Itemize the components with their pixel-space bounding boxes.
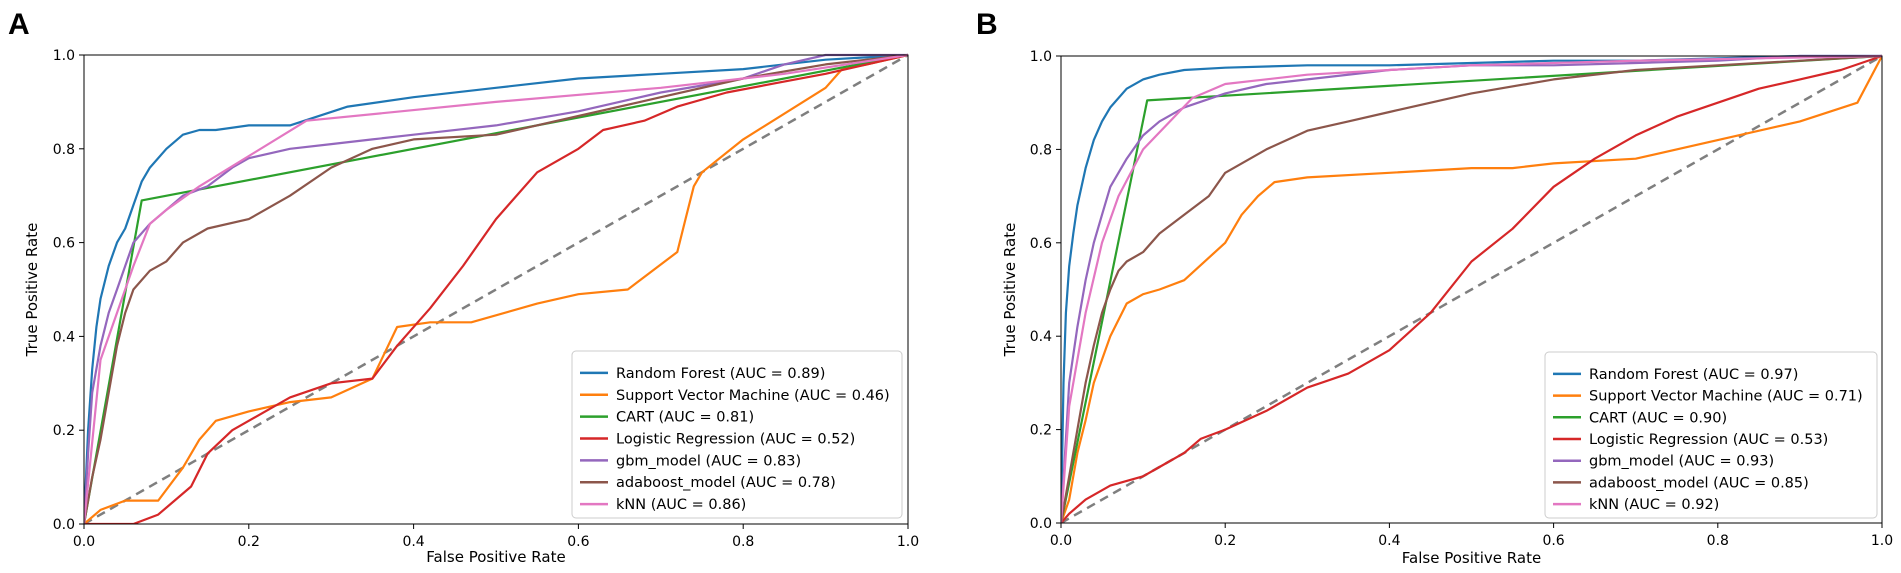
y-tick-label: 0.0 (1030, 516, 1052, 532)
y-tick-label: 0.4 (53, 329, 75, 345)
x-tick-label: 1.0 (897, 534, 919, 550)
axes-frame (1060, 55, 1883, 524)
roc-curve-5 (1061, 54, 1882, 523)
legend-entry: Logistic Regression (AUC = 0.53) (1589, 432, 1828, 448)
x-tick-label: 0.0 (73, 534, 95, 550)
legend-entry: Random Forest (AUC = 0.89) (616, 366, 825, 382)
legend-entry: Support Vector Machine (AUC = 0.46) (616, 388, 890, 404)
legend-entry: gbm_model (AUC = 0.93) (1589, 454, 1774, 470)
roc-curve-3 (84, 53, 908, 524)
roc-curve-4 (84, 53, 908, 524)
legend-box (1544, 351, 1878, 519)
panel-label: A (8, 8, 30, 41)
legend-entry: Logistic Regression (AUC = 0.52) (616, 432, 855, 448)
legend-entry: gbm_model (AUC = 0.83) (616, 453, 801, 469)
plot-area (84, 53, 908, 524)
x-tick-label: 0.2 (1214, 533, 1236, 549)
y-tick-label: 0.2 (1030, 423, 1052, 439)
legend-entry: adaboost_model (AUC = 0.78) (616, 475, 836, 491)
x-tick-label: 0.8 (1707, 533, 1729, 549)
y-axis-label: True Positive Rate (23, 223, 41, 358)
y-tick-label: 0.4 (1030, 329, 1052, 345)
plot-area (1061, 54, 1882, 523)
legend-entry: Random Forest (AUC = 0.97) (1589, 367, 1798, 383)
x-tick-label: 0.2 (238, 534, 260, 550)
roc-curve-2 (84, 53, 908, 524)
legend-entry: kNN (AUC = 0.86) (616, 497, 746, 513)
roc-curve-6 (1061, 54, 1882, 523)
y-tick-label: 0.6 (53, 236, 75, 252)
x-tick-label: 0.4 (1378, 533, 1400, 549)
roc-curve-2 (1061, 55, 1882, 523)
legend-entry: adaboost_model (AUC = 0.85) (1589, 475, 1809, 491)
chart-panel-b: B 0.0 0.2 0.4 0.6 0.8 1.0 0.0 0.2 0.4 0.6 0.8 1.0 Fal… (976, 8, 1893, 567)
roc-curve-5 (84, 53, 908, 524)
roc-curve-6 (84, 53, 908, 524)
roc-curve-1 (84, 53, 908, 524)
y-tick-label: 1.0 (53, 48, 75, 64)
x-axis-label: False Positive Rate (426, 548, 565, 566)
legend-entry: Support Vector Machine (AUC = 0.71) (1589, 389, 1863, 405)
legend-entry: CART (AUC = 0.90) (1589, 410, 1727, 426)
x-tick-label: 0.4 (402, 534, 424, 550)
x-tick-label: 0.6 (567, 534, 589, 550)
roc-curve-4 (1061, 54, 1882, 523)
x-tick-label: 0.6 (1542, 533, 1564, 549)
chart-panel-a: A 0.0 0.2 0.4 0.6 0.8 1.0 0.0 0.2 0.4 0.6 0.8 1.0 Fal… (8, 8, 919, 566)
legend: Random Forest (AUC = 0.97) Support Vector… (1544, 351, 1878, 519)
panel-label: B (976, 8, 998, 41)
axes-frame (83, 54, 909, 525)
y-tick-label: 0.6 (1030, 236, 1052, 252)
roc-curve-7 (84, 53, 908, 524)
y-tick-label: 0.2 (53, 423, 75, 439)
y-tick-label: 0.8 (53, 142, 75, 158)
x-tick-label: 0.0 (1050, 533, 1072, 549)
roc-curve-7 (1061, 54, 1882, 523)
y-tick-label: 0.0 (53, 517, 75, 533)
x-tick-label: 0.8 (732, 534, 754, 550)
legend-box (571, 350, 903, 519)
legend: Random Forest (AUC = 0.89) Support Vector… (571, 350, 903, 519)
x-tick-label: 1.0 (1871, 533, 1893, 549)
legend-entry: kNN (AUC = 0.92) (1589, 497, 1719, 513)
y-tick-label: 0.8 (1030, 142, 1052, 158)
x-axis-label: False Positive Rate (1402, 549, 1541, 567)
roc-curve-1 (1061, 54, 1882, 523)
legend-entry: CART (AUC = 0.81) (616, 410, 754, 426)
chance-line (84, 53, 908, 524)
y-tick-label: 1.0 (1030, 49, 1052, 65)
y-axis-label: True Positive Rate (1001, 223, 1019, 358)
